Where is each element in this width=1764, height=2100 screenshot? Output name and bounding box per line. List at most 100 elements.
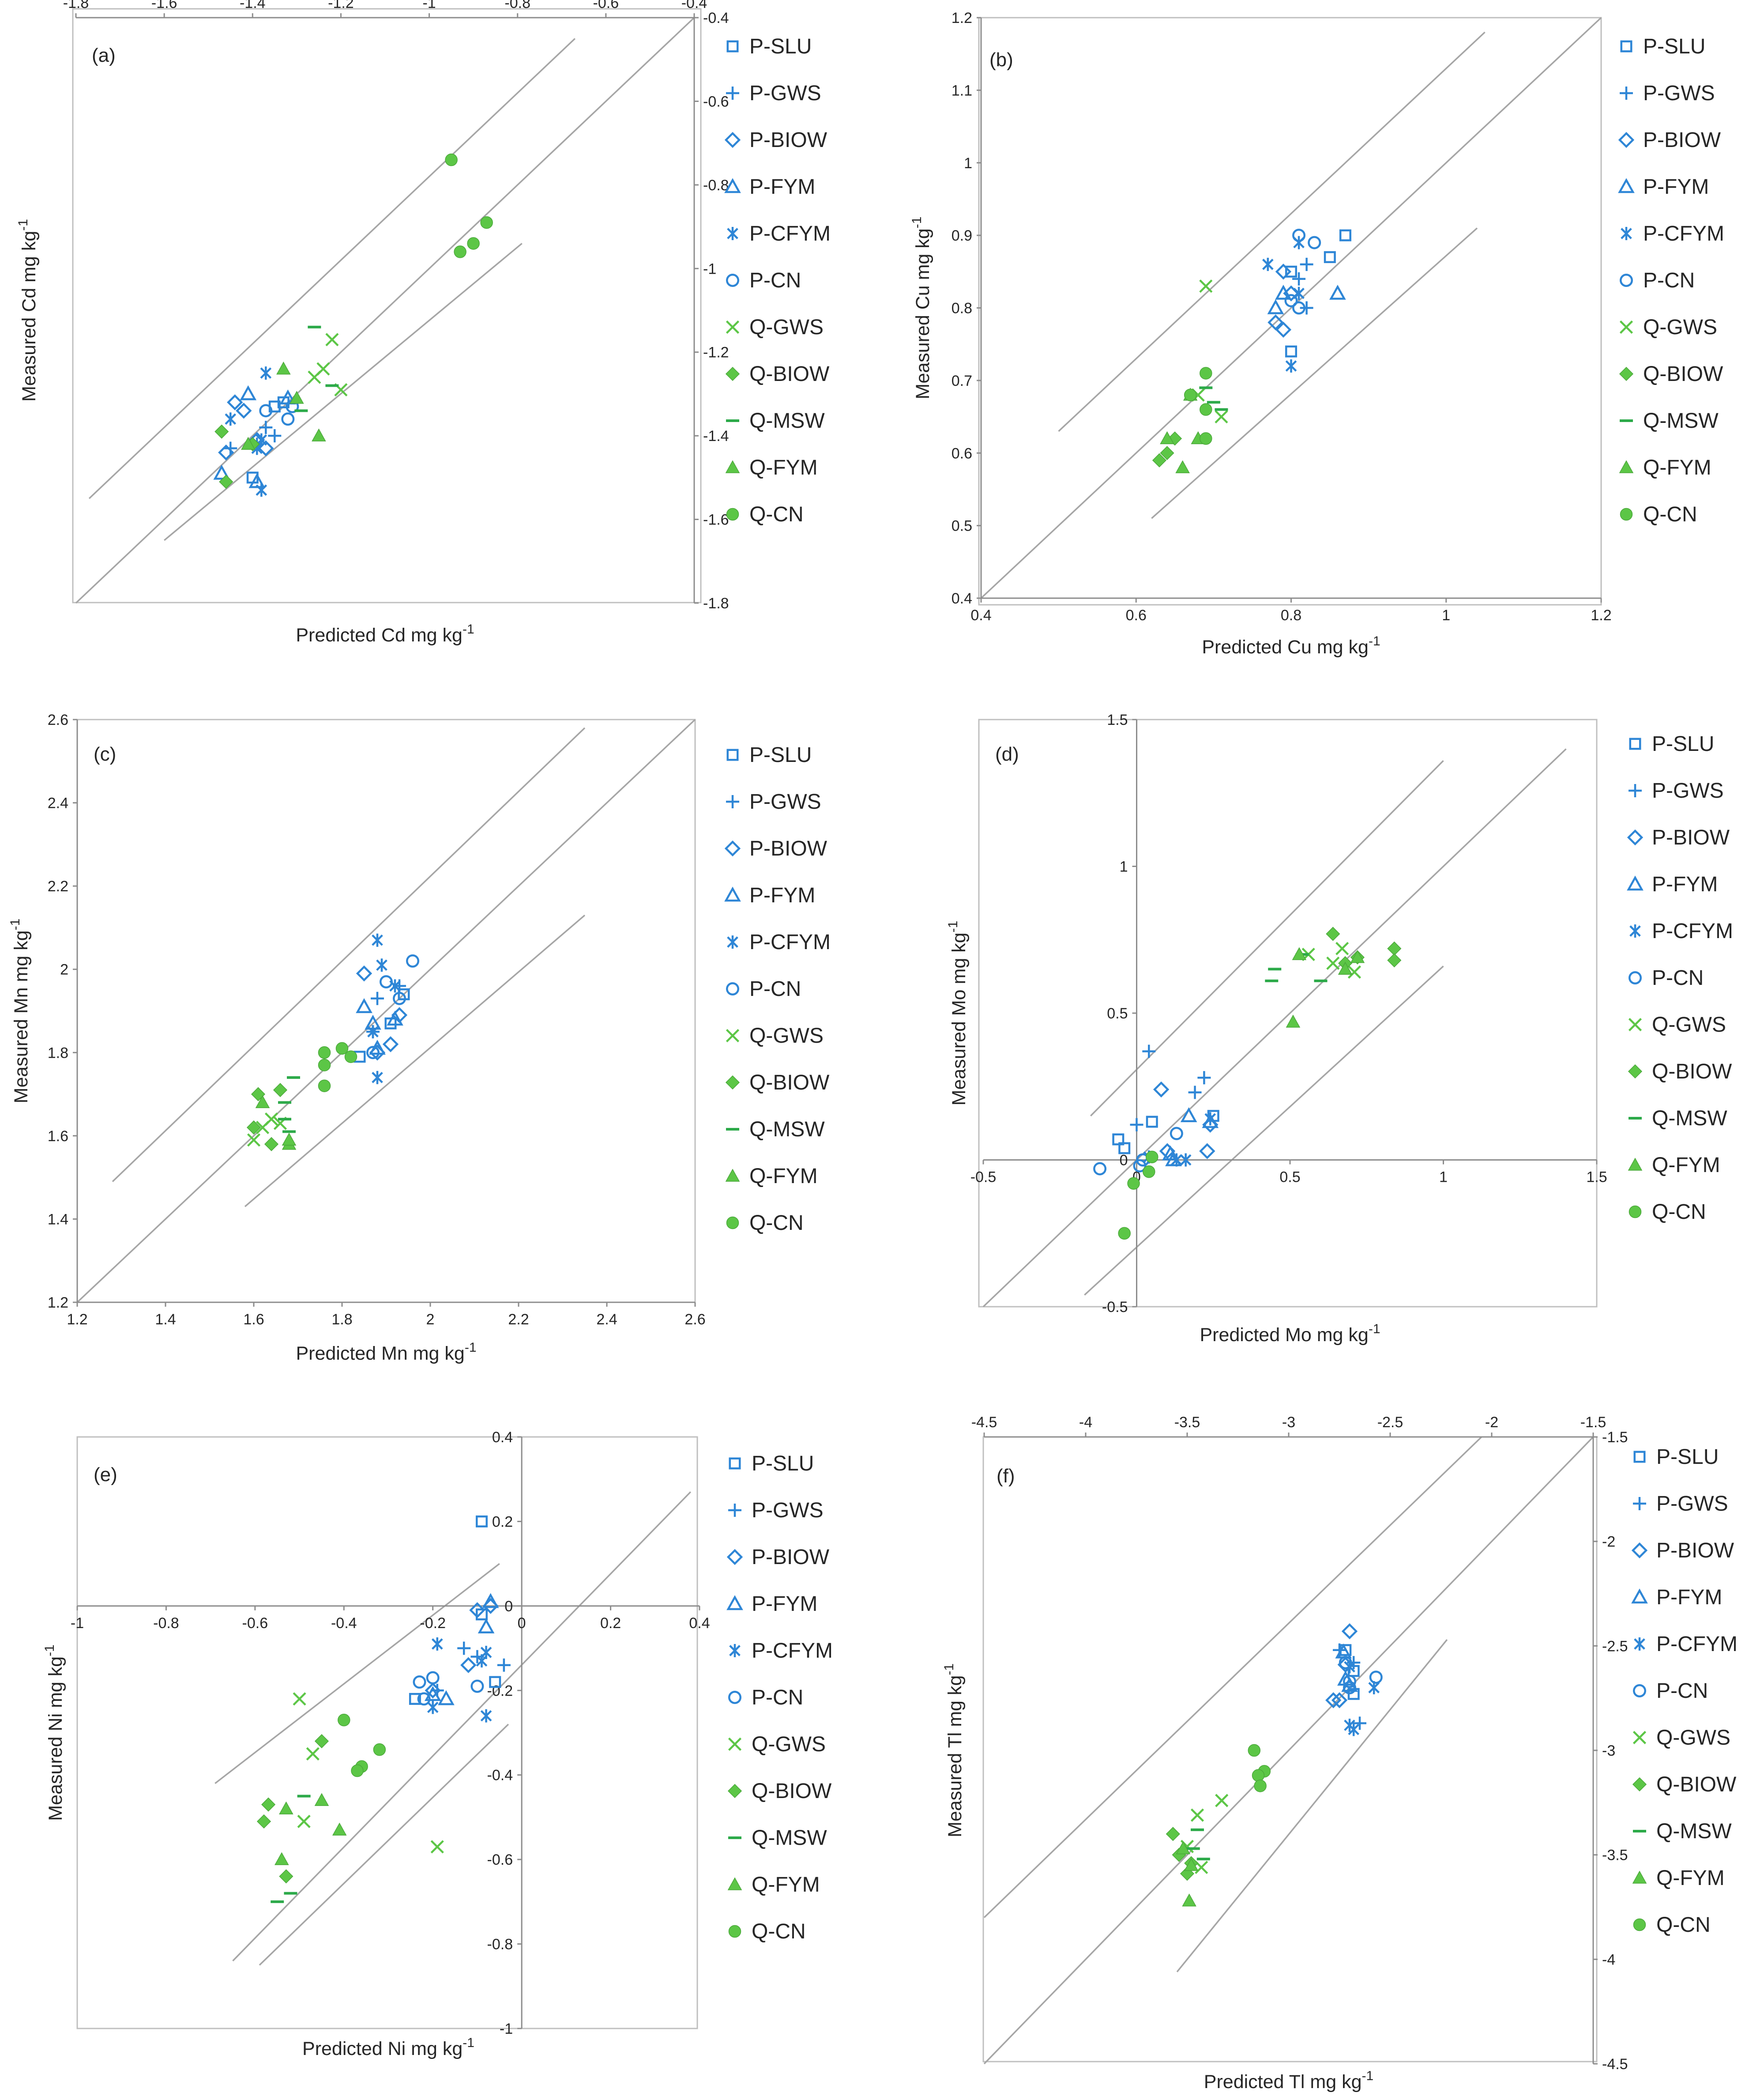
data-point-p-biow xyxy=(218,444,234,461)
data-point-p-cn xyxy=(417,1692,431,1706)
x-axis-title: Predicted Cd mg kg-1 xyxy=(296,622,474,646)
legend-label: P-BIOW xyxy=(752,1546,830,1569)
y-tick-label: 0.7 xyxy=(952,373,972,389)
data-point-q-biow xyxy=(1152,453,1167,468)
legend-label: Q-BIOW xyxy=(1652,1060,1732,1083)
y-tick-label: -0.6 xyxy=(487,1851,513,1868)
legend-marker-p-biow xyxy=(1627,829,1644,846)
legend-label: P-FYM xyxy=(1652,873,1718,896)
y-tick-label: -1 xyxy=(500,2021,513,2037)
legend-marker-p-slu xyxy=(1629,738,1641,750)
data-point-p-cfym xyxy=(476,1654,488,1668)
x-tick-label: -0.4 xyxy=(681,0,707,11)
panel-label: (f) xyxy=(997,1465,1015,1487)
data-point-p-cn xyxy=(281,412,295,426)
data-point-p-cn xyxy=(1343,1674,1356,1688)
data-point-p-cn xyxy=(1369,1670,1383,1684)
legend-label: P-BIOW xyxy=(749,837,827,860)
data-point-p-gws xyxy=(1300,301,1313,315)
y-tick-label: -0.8 xyxy=(703,177,729,194)
legend-marker-p-cfym xyxy=(727,227,738,240)
legend-marker-p-cfym xyxy=(1634,1637,1645,1651)
legend-marker-p-cn xyxy=(728,1691,741,1704)
data-point-p-biow xyxy=(1268,314,1284,331)
legend-label: P-SLU xyxy=(1656,1445,1719,1469)
data-point-p-cn xyxy=(406,954,419,968)
legend-label: P-CFYM xyxy=(1656,1632,1738,1656)
y-tick-label: 1.8 xyxy=(48,1044,68,1061)
data-point-q-cn xyxy=(1200,432,1212,445)
x-tick-label: -3 xyxy=(1282,1414,1295,1431)
y-tick-label: 1.5 xyxy=(1107,712,1128,728)
x-tick-label: 0.5 xyxy=(1279,1169,1300,1186)
data-point-p-gws xyxy=(1130,1118,1143,1131)
plot-frame xyxy=(978,17,1602,606)
legend-marker-q-biow xyxy=(1628,1064,1643,1079)
y-axis-title-unit: -1 xyxy=(910,217,924,229)
legend-marker-q-gws xyxy=(726,1029,740,1043)
legend-label: P-FYM xyxy=(749,884,815,907)
data-point-p-biow xyxy=(1275,264,1292,280)
data-point-q-gws xyxy=(325,333,339,347)
data-point-q-cn xyxy=(467,237,480,250)
data-point-p-biow xyxy=(469,1602,485,1618)
x-axis-title-unit: -1 xyxy=(1369,634,1380,648)
panel-label: (b) xyxy=(989,49,1013,71)
data-point-p-gws xyxy=(1292,272,1306,286)
y-tick-label: 1.2 xyxy=(48,1294,68,1311)
legend-label: Q-GWS xyxy=(752,1733,826,1756)
data-point-q-cn xyxy=(1254,1780,1267,1792)
data-point-q-fym xyxy=(276,362,291,375)
data-point-p-cn xyxy=(1170,1127,1183,1140)
data-point-q-cn xyxy=(1200,367,1212,380)
reference-line-lower xyxy=(244,914,586,1207)
data-point-q-fym xyxy=(312,428,326,441)
data-point-p-cn xyxy=(366,1046,380,1059)
legend-label: P-SLU xyxy=(749,35,812,58)
y-tick-label: -1 xyxy=(703,260,716,277)
legend-label: Q-FYM xyxy=(1643,456,1711,479)
data-point-p-biow xyxy=(1153,1081,1170,1098)
legend-marker-p-slu xyxy=(726,40,739,53)
reference-line-upper xyxy=(88,38,576,499)
x-tick-label: 1.8 xyxy=(331,1311,352,1328)
legend-marker-p-gws xyxy=(1633,1497,1646,1510)
data-point-q-fym xyxy=(1184,1858,1199,1871)
x-axis-title-unit: -1 xyxy=(1362,2069,1374,2083)
y-tick-label: 0.5 xyxy=(1107,1005,1128,1022)
legend-label: P-SLU xyxy=(749,743,812,767)
legend-marker-q-gws xyxy=(1619,320,1633,334)
legend-marker-p-cfym xyxy=(727,935,738,949)
data-point-p-cfym xyxy=(256,483,267,497)
x-axis-title-text: Predicted Cd mg kg xyxy=(296,625,463,646)
data-point-q-gws xyxy=(1347,965,1362,979)
data-point-p-biow xyxy=(1331,1692,1348,1708)
legend-marker-p-cfym xyxy=(1629,924,1641,938)
x-tick-label: -1 xyxy=(422,0,436,11)
y-tick-label: -0.4 xyxy=(487,1767,513,1784)
x-tick-label: 1.6 xyxy=(243,1311,264,1328)
y-axis-title-text: Measured Ni mg kg xyxy=(45,1656,66,1821)
legend-label: Q-GWS xyxy=(1656,1726,1730,1749)
reference-line-upper xyxy=(983,1436,1482,1918)
data-point-p-cn xyxy=(1343,1681,1356,1694)
x-tick-label: -1.6 xyxy=(151,0,177,11)
legend-label: Q-BIOW xyxy=(1643,362,1723,386)
y-tick-label: 0.9 xyxy=(952,227,972,244)
reference-line-lower xyxy=(1151,227,1478,519)
y-axis-title: Measured Cd mg kg-1 xyxy=(16,219,40,402)
panel-label: (d) xyxy=(995,743,1019,765)
x-axis-title: Predicted Mn mg kg-1 xyxy=(296,1340,476,1364)
x-tick-label: -2 xyxy=(1485,1414,1498,1431)
y-tick-label: -0.5 xyxy=(1102,1299,1128,1316)
y-tick-label: -1.2 xyxy=(703,344,729,361)
legend: P-SLU P-GWS P-BIOW P-FYM P-CFYM P-CN Q-GWS Q-BI… xyxy=(724,743,831,1235)
y-tick-label: -1.5 xyxy=(1602,1429,1628,1446)
legend-marker-p-slu xyxy=(1633,1451,1646,1463)
chart-panel-2: 1.2 1.4 1.6 1.8 2 2.2 2.4 2.6 1.2 1.4 1.6 1.8 2 2.2 2.… xyxy=(8,712,831,1364)
legend-label: Q-CN xyxy=(752,1920,806,1943)
legend-marker-p-biow xyxy=(1631,1542,1648,1559)
y-tick-label: -2 xyxy=(1602,1534,1615,1550)
data-point-q-gws xyxy=(1199,279,1213,293)
y-tick-label: -4 xyxy=(1602,1951,1615,1968)
